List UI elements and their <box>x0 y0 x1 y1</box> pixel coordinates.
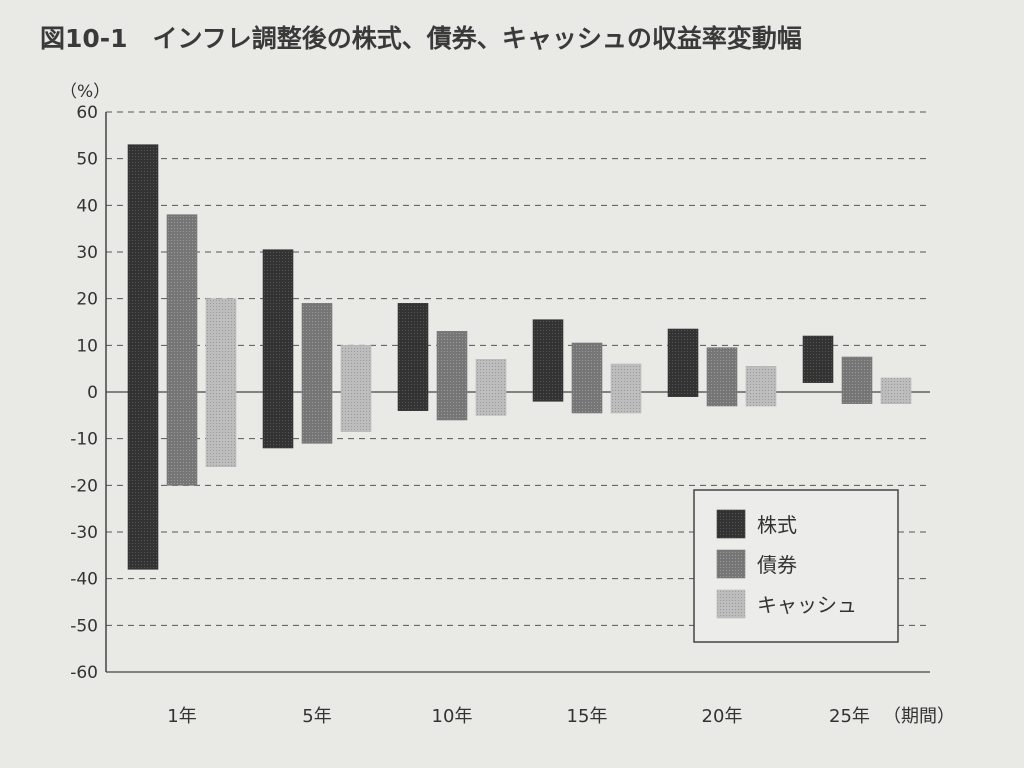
bar-3-5 <box>745 366 777 407</box>
chart-title: 図10-1 インフレ調整後の株式、債券、キャッシュの収益率変動幅 <box>40 24 802 53</box>
y-tick-label: 30 <box>76 243 98 263</box>
bar-2-5 <box>706 347 738 407</box>
legend-label: キャッシュ <box>757 593 857 617</box>
y-axis-ticks: 60 50 40 30 20 10 0 -10 -20 -30 -40 -50 -60 <box>70 103 98 683</box>
legend-swatch <box>716 549 746 579</box>
bar-3-4 <box>610 363 642 414</box>
legend-swatch <box>716 509 746 539</box>
x-axis-suffix: （期間） <box>883 706 955 727</box>
bar-1-6 <box>802 335 834 383</box>
x-axis-labels: 1年 5年 10年 15年 20年 25年 （期間） <box>167 706 955 727</box>
bar-3-1 <box>205 298 237 467</box>
bar-3-2 <box>340 345 372 432</box>
y-tick-label: 60 <box>76 103 98 123</box>
y-tick-label: -10 <box>70 430 98 450</box>
bars <box>127 144 912 570</box>
bar-2-6 <box>841 356 873 404</box>
bar-1-2 <box>262 249 294 449</box>
y-tick-label: -50 <box>70 616 98 636</box>
bar-2-3 <box>436 331 468 421</box>
y-axis-unit: （%） <box>60 82 110 102</box>
bar-3-3 <box>475 359 507 416</box>
bar-1-3 <box>397 303 429 411</box>
bar-2-4 <box>571 342 603 414</box>
y-tick-label: 20 <box>76 290 98 310</box>
y-tick-label: -30 <box>70 523 98 543</box>
x-category-label: 15年 <box>567 706 608 727</box>
legend-swatch <box>716 589 746 619</box>
y-tick-label: -20 <box>70 476 98 496</box>
x-category-label: 10年 <box>432 706 473 727</box>
bar-1-1 <box>127 144 159 570</box>
legend-label: 株式 <box>757 513 797 537</box>
y-tick-label: -60 <box>70 663 98 683</box>
legend-label: 債券 <box>757 553 797 577</box>
x-category-label: 25年 <box>829 706 870 727</box>
bar-1-4 <box>532 319 564 402</box>
bar-2-2 <box>301 303 333 444</box>
y-tick-label: 40 <box>76 196 98 216</box>
x-category-label: 1年 <box>167 706 196 727</box>
x-category-label: 20年 <box>702 706 743 727</box>
y-tick-label: 10 <box>76 336 98 356</box>
bar-3-6 <box>880 377 912 404</box>
bar-1-5 <box>667 328 699 397</box>
y-tick-label: 50 <box>76 150 98 170</box>
x-category-label: 5年 <box>302 706 331 727</box>
bar-2-1 <box>166 214 198 486</box>
y-tick-label: 0 <box>87 383 98 403</box>
y-tick-label: -40 <box>70 570 98 590</box>
